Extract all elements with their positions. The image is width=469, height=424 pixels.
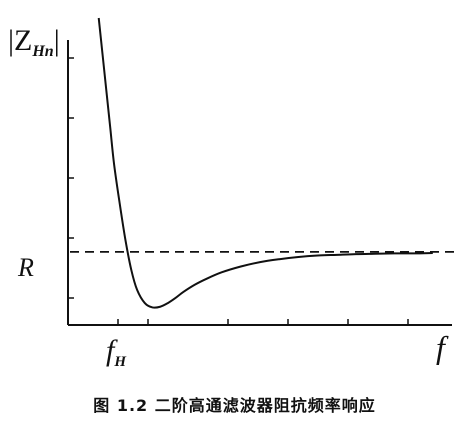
reference-label: R: [17, 253, 34, 282]
x-tick-label-fH: fH: [106, 334, 127, 370]
y-axis-label-end: |: [54, 24, 60, 57]
x-tick-label-fH-sub: H: [113, 354, 127, 370]
x-axis-label: f: [436, 329, 449, 365]
y-axis-label-sub: Hn: [31, 43, 53, 60]
impedance-curve: [97, 17, 433, 309]
figure-caption: 图 1.2 二阶高通滤波器阻抗频率响应: [93, 396, 376, 415]
y-axis-label: |ZHn|: [8, 24, 60, 60]
y-axis-label-main: |Z: [8, 24, 32, 57]
x-ticks: [117, 319, 409, 325]
y-ticks: [68, 57, 74, 299]
